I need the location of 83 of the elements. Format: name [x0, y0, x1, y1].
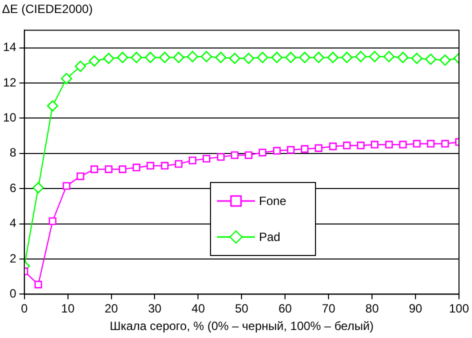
legend-label: Pad: [259, 230, 280, 244]
point: [412, 140, 421, 148]
point: [244, 151, 252, 159]
point: [229, 52, 240, 64]
point: [327, 52, 339, 64]
x-tick-label: 0: [21, 302, 28, 316]
point: [60, 72, 72, 84]
point: [76, 172, 84, 180]
point: [369, 50, 380, 62]
x-tick-label: 100: [448, 302, 470, 316]
point: [411, 52, 422, 64]
x-tick-label: 80: [365, 302, 380, 316]
legend-label: Fone: [259, 194, 286, 208]
point: [32, 182, 44, 194]
point: [90, 165, 98, 174]
point: [341, 52, 352, 64]
point: [343, 142, 351, 150]
point: [188, 156, 196, 164]
y-tick-label: 10: [2, 110, 17, 125]
point: [385, 140, 393, 148]
x-tick-label: 10: [61, 302, 75, 316]
point: [160, 162, 169, 170]
x-tick-label: 90: [408, 302, 423, 316]
y-axis-title: ΔE (CIEDE2000): [2, 2, 93, 16]
point: [383, 50, 395, 62]
point: [426, 140, 435, 148]
point: [144, 52, 156, 64]
point: [242, 52, 254, 64]
point: [425, 54, 436, 65]
point: [258, 148, 266, 156]
point: [34, 280, 42, 288]
point: [439, 54, 451, 66]
point: [62, 182, 70, 190]
point: [286, 146, 295, 154]
point: [399, 140, 407, 148]
y-tick-label: 14: [2, 40, 17, 54]
point: [46, 100, 58, 112]
point: [314, 144, 322, 152]
y-tick-label: 12: [2, 75, 17, 90]
point: [200, 50, 212, 62]
point: [202, 154, 210, 163]
point: [216, 153, 225, 161]
point: [130, 52, 142, 64]
point: [256, 52, 268, 64]
point: [88, 55, 100, 67]
point: [355, 50, 366, 62]
point: [132, 164, 140, 172]
point: [103, 52, 114, 64]
point: [273, 146, 281, 155]
point: [441, 140, 449, 148]
point: [116, 52, 128, 64]
y-tick-label: 4: [10, 216, 17, 230]
point: [230, 151, 239, 159]
point: [186, 50, 198, 62]
point: [356, 142, 365, 150]
x-tick-label: 40: [192, 302, 206, 316]
point: [146, 162, 154, 170]
x-tick-label: 70: [322, 302, 336, 316]
point: [215, 52, 226, 64]
y-tick-label: 6: [10, 180, 17, 195]
x-tick-label: 60: [278, 302, 292, 316]
point: [300, 145, 309, 153]
point: [48, 217, 56, 225]
point: [397, 52, 409, 64]
point: [312, 52, 324, 64]
point: [172, 52, 184, 64]
point: [271, 52, 283, 64]
point: [329, 142, 337, 150]
point: [299, 52, 310, 64]
x-tick-label: 20: [104, 302, 118, 316]
point: [159, 52, 170, 64]
point: [118, 165, 126, 174]
y-tick-label: 2: [10, 251, 17, 266]
x-tick-label: 30: [148, 302, 162, 316]
point: [104, 165, 112, 174]
y-tick-label: 0: [10, 286, 17, 301]
x-axis-title: Шкала серого, % (0% – черный, 100% – белый): [110, 319, 374, 334]
point: [285, 52, 296, 64]
point: [74, 60, 86, 72]
x-tick-label: 50: [234, 302, 249, 316]
point: [370, 140, 378, 148]
y-tick-label: 8: [10, 146, 17, 160]
point: [174, 160, 182, 168]
